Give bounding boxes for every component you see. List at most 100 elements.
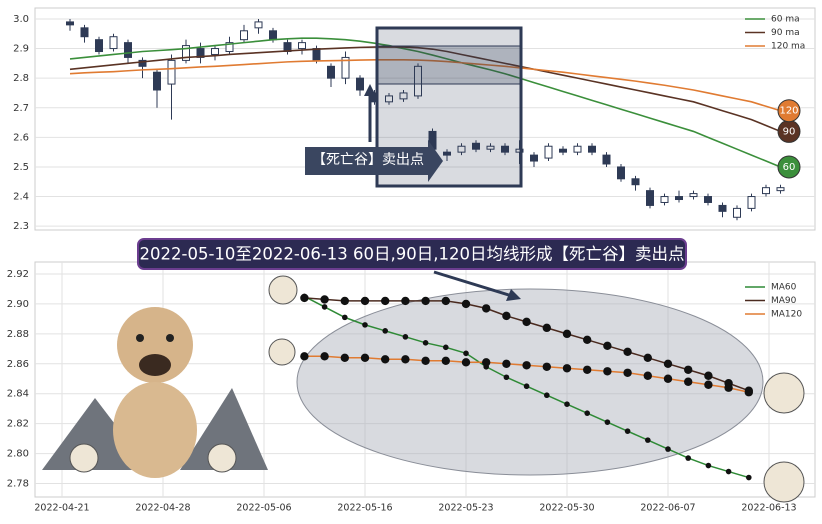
- ma-point: [663, 359, 673, 368]
- banner-arrow: [433, 270, 513, 298]
- ma-point: [623, 347, 632, 357]
- y-tick-label: 2.5: [13, 162, 29, 173]
- ma-point: [382, 328, 389, 334]
- ma-line: [69, 59, 781, 112]
- ma-point: [725, 468, 732, 475]
- ma-point: [441, 296, 450, 306]
- ma-point: [360, 296, 370, 306]
- ma-point: [463, 350, 469, 357]
- ma-point: [502, 311, 511, 321]
- y-tick-label: 2.3: [13, 221, 29, 232]
- candle-body: [298, 42, 306, 50]
- ma-point: [645, 437, 651, 443]
- candle-body: [631, 178, 640, 186]
- ma-point: [744, 388, 753, 397]
- ma-point: [320, 295, 329, 304]
- ma-badge: [777, 155, 801, 179]
- candle-body: [486, 145, 495, 150]
- ma-point: [321, 304, 328, 310]
- candle-body: [240, 30, 248, 41]
- ma-point: [522, 361, 531, 370]
- x-tick-label: 2022-04-21: [34, 503, 89, 514]
- candle-body: [718, 204, 727, 212]
- candle-body: [617, 166, 625, 180]
- candle-body: [327, 65, 335, 79]
- legend-label: MA120: [771, 310, 802, 320]
- ma-point: [705, 462, 712, 469]
- y-tick-label: 2.8: [13, 73, 29, 84]
- highlight-ellipse: [296, 288, 764, 476]
- candle-body: [501, 145, 509, 153]
- decoration: [42, 275, 805, 503]
- candle-body: [762, 187, 770, 195]
- ma-point: [684, 377, 693, 386]
- legend-label: MA60: [771, 283, 797, 293]
- y-tick-label: 2.86: [7, 359, 29, 370]
- ma-line: [69, 46, 781, 133]
- candle-body: [530, 154, 538, 162]
- ma-point: [421, 356, 430, 365]
- candle-body: [733, 207, 741, 218]
- candle-body: [138, 59, 147, 67]
- ma-point: [360, 353, 370, 362]
- candle-body: [646, 190, 654, 206]
- legend-label: 90 ma: [771, 28, 800, 38]
- ma-point: [482, 358, 491, 367]
- candle-body: [167, 59, 176, 85]
- ma-badge-label: 90: [783, 126, 796, 137]
- candle-body: [588, 145, 596, 153]
- ma-point: [402, 334, 409, 340]
- y-tick-label: 3.0: [13, 14, 29, 25]
- ma-point: [684, 365, 693, 374]
- x-tick-label: 2022-04-28: [135, 503, 190, 514]
- candle-body: [312, 48, 321, 61]
- y-tick-label: 2.82: [7, 419, 29, 430]
- candle-body: [472, 142, 480, 150]
- banner-text: 2022-05-10至2022-06-13 60日,90日,120日均线形成【死…: [140, 245, 685, 264]
- ma-point: [482, 304, 491, 313]
- candle-body: [66, 21, 74, 26]
- ma-point: [583, 335, 592, 345]
- arrow-head: [364, 84, 376, 96]
- ma-point: [381, 355, 390, 364]
- ma-badge-label: 120: [779, 106, 798, 117]
- ma-badge-label: 60: [783, 162, 796, 173]
- y-tick-label: 2.78: [7, 479, 29, 490]
- y-tick-label: 2.7: [13, 103, 29, 114]
- x-tick-label: 2022-06-13: [741, 503, 796, 514]
- ma-point: [422, 340, 429, 346]
- candle-body: [704, 196, 712, 203]
- ma-point: [724, 383, 733, 392]
- ma-point: [562, 329, 572, 339]
- candle-body: [602, 154, 611, 165]
- banner-arrow-head: [506, 289, 521, 301]
- ma-line: [69, 37, 781, 168]
- candle-body: [414, 65, 422, 97]
- ma-point: [544, 392, 550, 399]
- ma-point: [381, 296, 390, 306]
- candle-body: [211, 48, 219, 55]
- y-tick-label: 2.9: [13, 44, 29, 55]
- ma-point: [461, 299, 471, 309]
- ma-point: [503, 374, 510, 381]
- y-tick-label: 2.90: [7, 299, 29, 310]
- ma-point: [746, 474, 752, 481]
- candle-body: [109, 36, 118, 50]
- ma-point: [542, 362, 551, 371]
- candle-body: [689, 193, 698, 198]
- ma-point: [704, 371, 713, 380]
- ma-point: [643, 353, 652, 362]
- x-tick-label: 2022-05-16: [337, 503, 392, 514]
- ma-point: [300, 352, 309, 361]
- candle-body: [544, 145, 553, 159]
- candle-body: [443, 151, 451, 156]
- ma-point: [401, 296, 410, 306]
- y-tick-label: 2.6: [13, 132, 29, 143]
- candle-body: [559, 148, 567, 153]
- ma-point: [604, 419, 611, 425]
- candle-body: [269, 30, 277, 41]
- y-tick-label: 2.84: [7, 389, 29, 400]
- ma-point: [461, 358, 471, 367]
